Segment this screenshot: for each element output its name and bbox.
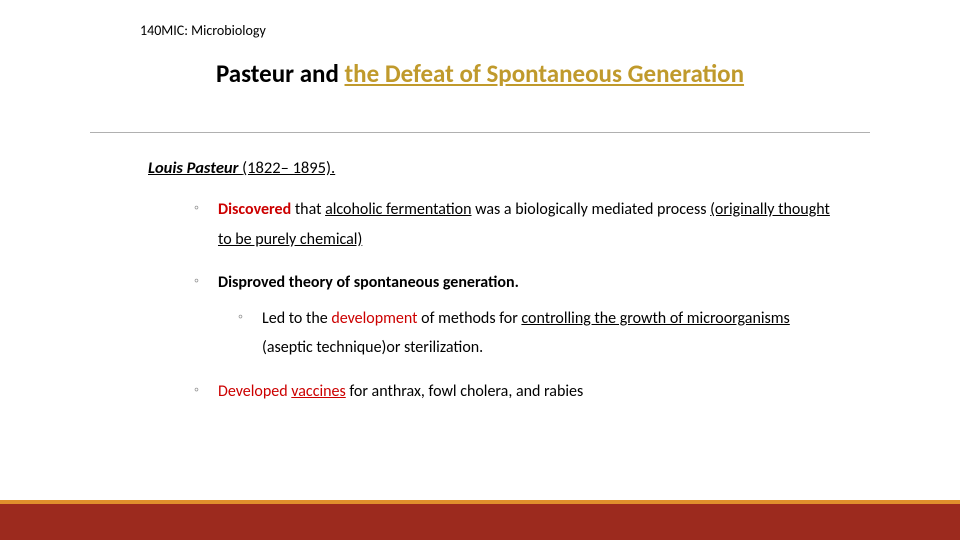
list-item: ◦ Developed vaccines for anthrax, fowl c…: [194, 377, 834, 407]
text: for anthrax, fowl cholera, and rabies: [346, 382, 584, 401]
divider: [90, 132, 870, 133]
text-underline: vaccines: [291, 382, 345, 401]
text-underline: controlling the growth of microorganisms: [521, 309, 789, 328]
slide-title: Pasteur and the Defeat of Spontaneous Ge…: [0, 58, 960, 89]
person-heading: Louis Pasteur (1822– 1895).: [148, 158, 335, 178]
list-item: ◦ Discovered that alcoholic fermentation…: [194, 195, 834, 254]
ring-bullet-icon: ◦: [194, 377, 199, 403]
person-dates: (1822– 1895).: [242, 158, 335, 178]
ring-bullet-icon: ◦: [238, 304, 243, 330]
title-prefix: Pasteur and: [216, 58, 345, 89]
footer-bar: [0, 500, 960, 540]
ring-bullet-icon: ◦: [194, 195, 199, 221]
text: that: [291, 200, 325, 219]
emph-red: Developed: [218, 382, 291, 401]
text: of methods for: [418, 309, 522, 328]
emph-red: development: [331, 309, 417, 328]
course-header: 140MIC: Microbiology: [140, 22, 266, 39]
title-accent: the Defeat of Spontaneous Generation: [345, 58, 745, 89]
bullet-list: ◦ Discovered that alcoholic fermentation…: [194, 195, 834, 421]
text-underline: alcoholic fermentation: [325, 200, 471, 219]
person-name: Louis Pasteur: [148, 158, 242, 178]
text: (aseptic technique)or sterilization.: [262, 338, 483, 357]
emph-red: Discovered: [218, 200, 291, 219]
list-subitem: ◦ Led to the development of methods for …: [238, 304, 834, 363]
ring-bullet-icon: ◦: [194, 268, 199, 294]
list-item: ◦ Disproved theory of spontaneous genera…: [194, 268, 834, 363]
text-bold: Disproved theory of spontaneous generati…: [218, 273, 519, 292]
text: Led to the: [262, 309, 331, 328]
text: was a biologically mediated process: [472, 200, 711, 219]
footer-main: [0, 504, 960, 540]
